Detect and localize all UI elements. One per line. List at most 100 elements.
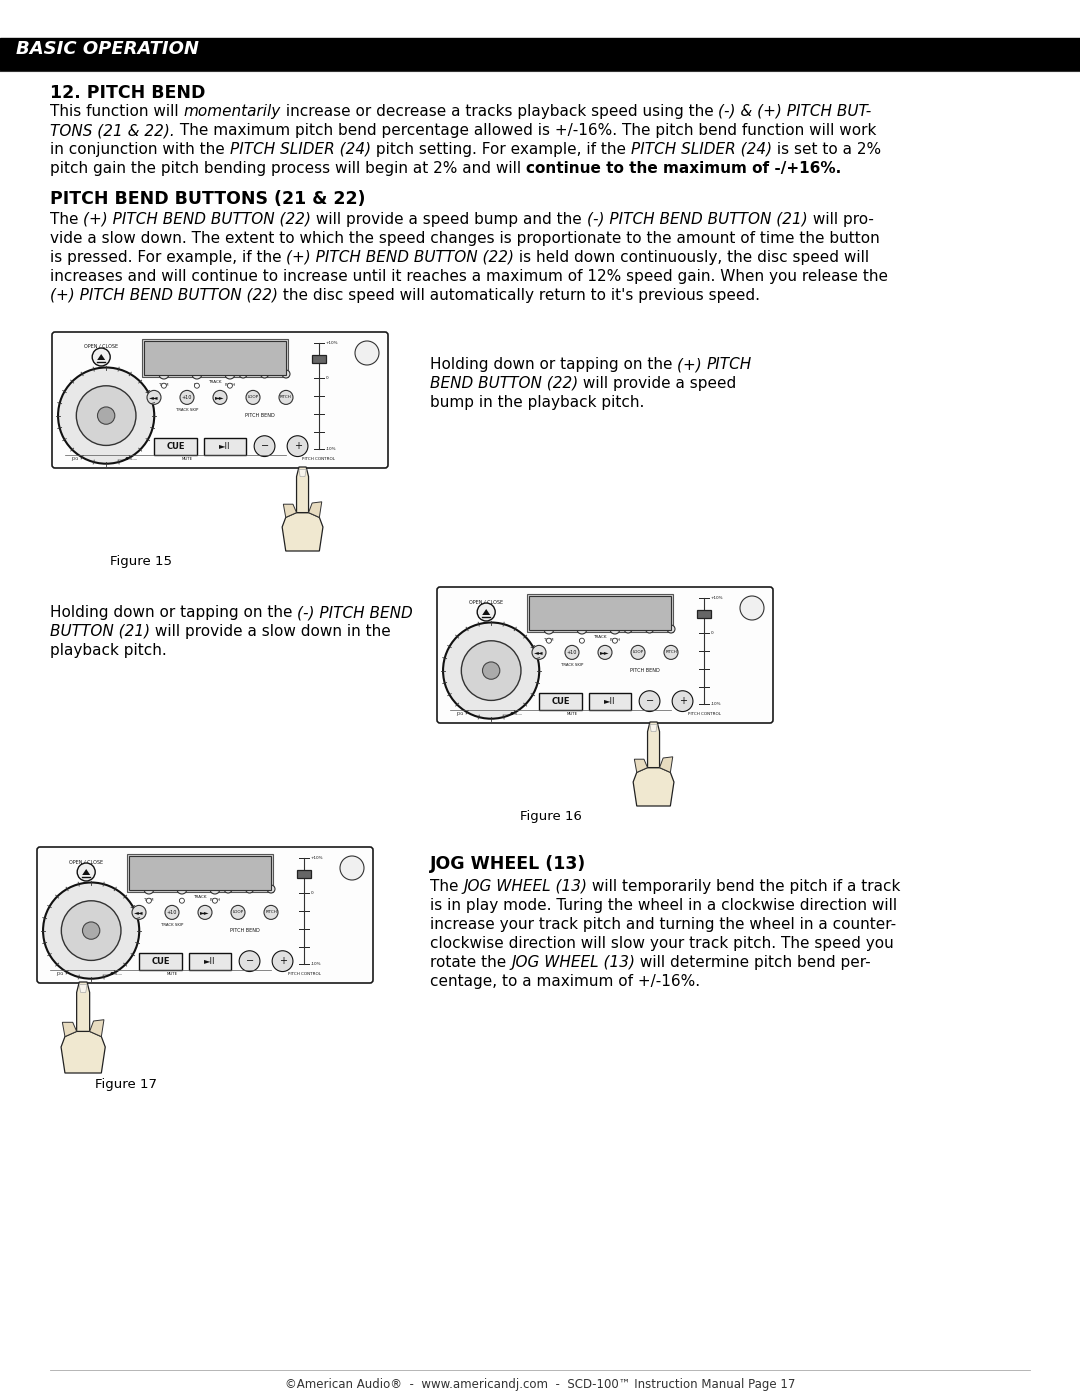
Text: PITCH BEND: PITCH BEND (630, 668, 660, 673)
FancyBboxPatch shape (37, 847, 373, 983)
Circle shape (177, 884, 187, 894)
Polygon shape (97, 353, 105, 360)
Text: PITCH BEND BUTTONS (21 & 22): PITCH BEND BUTTONS (21 & 22) (50, 190, 365, 208)
Text: +: + (279, 956, 286, 967)
Text: TRIM: TRIM (159, 383, 168, 387)
Text: pitch gain the pitch bending process will begin at 2% and will: pitch gain the pitch bending process wil… (50, 161, 526, 176)
Circle shape (646, 624, 653, 633)
Circle shape (443, 623, 539, 718)
Circle shape (43, 883, 139, 979)
Text: PITCH: PITCH (280, 395, 292, 400)
Bar (312, 355, 326, 363)
Text: ►II: ►II (204, 957, 216, 965)
Text: PITCH: PITCH (609, 638, 621, 643)
Text: LOOP: LOOP (232, 911, 244, 915)
Circle shape (82, 922, 99, 939)
Circle shape (58, 367, 154, 464)
Polygon shape (660, 757, 673, 773)
Text: TRACK SKIP: TRACK SKIP (561, 664, 583, 668)
Text: will temporarily bend the pitch if a track: will temporarily bend the pitch if a tra… (588, 879, 901, 894)
Text: 12. PITCH BEND: 12. PITCH BEND (50, 84, 205, 102)
Text: JOG: JOG (457, 711, 464, 715)
Text: +10: +10 (567, 650, 577, 655)
Circle shape (147, 898, 151, 904)
Bar (139, 953, 181, 970)
Text: +: + (294, 441, 301, 451)
Text: (-) PITCH BEND: (-) PITCH BEND (297, 605, 414, 620)
Text: MUTE: MUTE (181, 457, 192, 461)
Circle shape (740, 597, 764, 620)
Text: OPEN / CLOSE: OPEN / CLOSE (84, 344, 119, 349)
Polygon shape (79, 985, 87, 992)
Bar (0, 38, 1080, 70)
Text: the disc speed will automatically return to it's previous speed.: the disc speed will automatically return… (278, 288, 760, 303)
Text: LOOP: LOOP (633, 651, 644, 654)
Text: -10%: -10% (311, 963, 322, 967)
Circle shape (477, 604, 496, 622)
Bar (154, 437, 197, 454)
Text: PITCH CONTROL: PITCH CONTROL (302, 457, 336, 461)
Circle shape (147, 390, 161, 404)
Bar (144, 341, 286, 374)
Circle shape (165, 905, 179, 919)
Circle shape (672, 690, 693, 711)
Bar (127, 854, 273, 891)
Text: playback pitch.: playback pitch. (50, 643, 166, 658)
Bar (203, 437, 246, 454)
Text: PITCH SLIDER (24): PITCH SLIDER (24) (230, 142, 370, 156)
Text: CUE: CUE (551, 697, 570, 705)
Text: TRACK: TRACK (593, 634, 607, 638)
Circle shape (97, 407, 114, 425)
Text: PITCH CONTROL: PITCH CONTROL (287, 972, 321, 977)
Text: JOG WHEEL (13): JOG WHEEL (13) (430, 855, 586, 873)
Text: JOG: JOG (56, 971, 64, 975)
Polygon shape (634, 759, 648, 773)
Text: (-) & (+) PITCH BUT-: (-) & (+) PITCH BUT- (718, 103, 872, 119)
Circle shape (77, 863, 95, 882)
Text: EQ: EQ (179, 898, 185, 902)
Text: (+) PITCH BEND BUTTON (22): (+) PITCH BEND BUTTON (22) (286, 250, 514, 265)
Circle shape (664, 645, 678, 659)
Circle shape (624, 624, 632, 633)
Text: MUTE: MUTE (566, 711, 578, 715)
Circle shape (159, 369, 168, 379)
Text: The maximum pitch bend percentage allowed is +/-16%. The pitch bend function wil: The maximum pitch bend percentage allowe… (175, 123, 876, 138)
Text: PITCH SLIDER (24): PITCH SLIDER (24) (631, 142, 772, 156)
Text: PITCH: PITCH (707, 358, 753, 372)
Circle shape (62, 901, 121, 960)
Text: The: The (430, 879, 463, 894)
Text: ►II: ►II (604, 697, 616, 705)
Text: is set to a 2%: is set to a 2% (772, 142, 881, 156)
Polygon shape (282, 513, 323, 550)
Text: ►►: ►► (200, 909, 210, 915)
Text: Figure 17: Figure 17 (95, 1078, 157, 1091)
Text: -10%: -10% (326, 447, 337, 451)
Text: OPEN / CLOSE: OPEN / CLOSE (469, 599, 503, 604)
Text: ◄◄: ◄◄ (535, 650, 543, 655)
Text: pitch setting. For example, if the: pitch setting. For example, if the (370, 142, 631, 156)
Text: in conjunction with the: in conjunction with the (50, 142, 230, 156)
Text: TRIM: TRIM (144, 898, 153, 902)
Text: ——●——: ——●—— (103, 971, 123, 975)
Text: −: − (260, 441, 269, 451)
Circle shape (544, 624, 554, 634)
Text: will pro-: will pro- (808, 212, 874, 226)
Text: Figure 15: Figure 15 (110, 555, 172, 569)
Text: 0: 0 (311, 891, 313, 895)
Text: −: − (646, 696, 653, 705)
Text: PITCH BEND: PITCH BEND (245, 414, 274, 418)
Text: TRIM: TRIM (544, 638, 554, 643)
Text: BUTTON (21): BUTTON (21) (50, 624, 150, 638)
Text: ◄◄: ◄◄ (149, 395, 159, 400)
Bar (697, 610, 711, 617)
Circle shape (610, 624, 620, 634)
Circle shape (77, 386, 136, 446)
Text: This function will: This function will (50, 103, 184, 119)
Circle shape (282, 370, 291, 379)
Circle shape (483, 662, 500, 679)
Text: will provide a slow down in the: will provide a slow down in the (150, 624, 391, 638)
Text: ©American Audio®  -  www.americandj.com  -  SCD-100™ Instruction Manual Page 17: ©American Audio® - www.americandj.com - … (285, 1377, 795, 1391)
Circle shape (264, 905, 278, 919)
Polygon shape (297, 467, 309, 513)
Text: momentarily: momentarily (184, 103, 281, 119)
